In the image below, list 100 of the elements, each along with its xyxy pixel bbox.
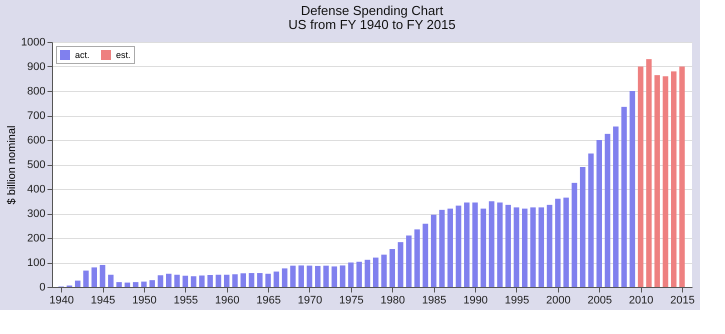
bar bbox=[447, 208, 453, 287]
bar bbox=[265, 274, 271, 287]
bar bbox=[646, 59, 652, 287]
bar bbox=[207, 274, 213, 287]
y-tick-label: 200 bbox=[27, 232, 46, 244]
chart-title: Defense Spending Chart bbox=[300, 3, 444, 18]
bar bbox=[274, 272, 280, 287]
bar bbox=[323, 266, 329, 287]
bar bbox=[158, 275, 164, 287]
bar bbox=[406, 236, 412, 287]
bar bbox=[216, 274, 222, 287]
y-tick-label: 500 bbox=[27, 159, 46, 171]
bar bbox=[306, 266, 312, 287]
x-tick-label: 1995 bbox=[504, 294, 530, 306]
bar bbox=[497, 202, 503, 287]
bar bbox=[505, 204, 511, 287]
x-tick-label: 1985 bbox=[422, 294, 446, 306]
bar bbox=[439, 210, 445, 287]
bar bbox=[514, 207, 520, 287]
bar bbox=[108, 274, 114, 287]
bar bbox=[282, 268, 288, 287]
bar bbox=[182, 276, 188, 287]
x-tick-label: 2005 bbox=[588, 294, 612, 306]
bar bbox=[464, 202, 470, 287]
bar bbox=[414, 229, 420, 287]
bar bbox=[141, 282, 147, 287]
bar bbox=[149, 280, 155, 287]
bar bbox=[348, 262, 354, 287]
x-tick-label: 1940 bbox=[49, 294, 74, 306]
bar bbox=[472, 202, 478, 287]
x-tick-label: 1970 bbox=[298, 294, 322, 306]
y-tick-label: 1000 bbox=[21, 36, 46, 48]
bar bbox=[456, 206, 462, 287]
chart-subtitle: US from FY 1940 to FY 2015 bbox=[288, 17, 456, 32]
x-tick-label: 1980 bbox=[380, 294, 406, 306]
bar bbox=[248, 273, 254, 287]
legend-label: est. bbox=[116, 50, 131, 60]
bar bbox=[654, 75, 660, 287]
x-tick-label: 2000 bbox=[546, 294, 571, 306]
bar bbox=[116, 282, 122, 287]
bar bbox=[662, 76, 668, 287]
bar bbox=[100, 264, 106, 287]
bar bbox=[546, 204, 552, 287]
bar bbox=[671, 71, 677, 287]
y-tick-label: 0 bbox=[39, 282, 46, 294]
legend-label: act. bbox=[75, 50, 90, 60]
bar bbox=[340, 265, 346, 287]
y-tick-label: 600 bbox=[27, 134, 46, 146]
bar bbox=[166, 274, 172, 287]
bar bbox=[298, 265, 304, 287]
x-tick-label: 2015 bbox=[670, 294, 695, 306]
y-axis-title: $ billion nominal bbox=[6, 126, 18, 204]
bar bbox=[522, 208, 528, 287]
bar bbox=[332, 266, 338, 287]
bar bbox=[555, 198, 561, 287]
bar bbox=[563, 198, 569, 287]
bar bbox=[372, 258, 378, 287]
x-tick-label: 2010 bbox=[628, 294, 654, 306]
bar bbox=[240, 273, 246, 287]
bar bbox=[381, 254, 387, 287]
bar bbox=[232, 274, 238, 287]
y-tick-label: 900 bbox=[27, 61, 46, 73]
bar bbox=[604, 134, 610, 287]
y-tick-label: 700 bbox=[27, 110, 46, 122]
y-tick-label: 300 bbox=[27, 208, 46, 220]
x-tick-label: 1965 bbox=[256, 294, 281, 306]
x-tick-label: 1945 bbox=[90, 294, 116, 306]
bar bbox=[580, 166, 586, 287]
bar bbox=[124, 282, 130, 287]
bar bbox=[199, 275, 205, 287]
bar bbox=[190, 276, 196, 287]
x-tick-label: 1990 bbox=[463, 294, 488, 306]
y-tick-label: 400 bbox=[27, 184, 46, 196]
bar bbox=[390, 249, 396, 287]
bar bbox=[572, 182, 578, 287]
bar bbox=[356, 262, 362, 287]
bar bbox=[613, 126, 619, 287]
bar bbox=[538, 207, 544, 287]
bar bbox=[83, 270, 89, 287]
bar bbox=[588, 153, 594, 287]
bar bbox=[398, 242, 404, 287]
bar bbox=[92, 267, 98, 287]
bar bbox=[422, 224, 428, 287]
bar bbox=[132, 282, 138, 287]
y-tick-label: 800 bbox=[27, 86, 46, 98]
bar bbox=[315, 266, 321, 287]
x-tick-label: 1960 bbox=[214, 294, 240, 306]
bar bbox=[638, 66, 644, 287]
x-tick-label: 1955 bbox=[174, 294, 198, 306]
x-tick-label: 1975 bbox=[339, 294, 364, 306]
bar bbox=[488, 201, 494, 287]
y-tick-label: 100 bbox=[27, 257, 46, 269]
bar bbox=[630, 91, 636, 287]
bar bbox=[480, 208, 486, 287]
bar bbox=[174, 274, 180, 287]
bar bbox=[257, 273, 263, 287]
bar bbox=[364, 260, 370, 287]
x-tick-label: 1950 bbox=[132, 294, 157, 306]
bar bbox=[224, 274, 230, 287]
bar bbox=[596, 140, 602, 287]
